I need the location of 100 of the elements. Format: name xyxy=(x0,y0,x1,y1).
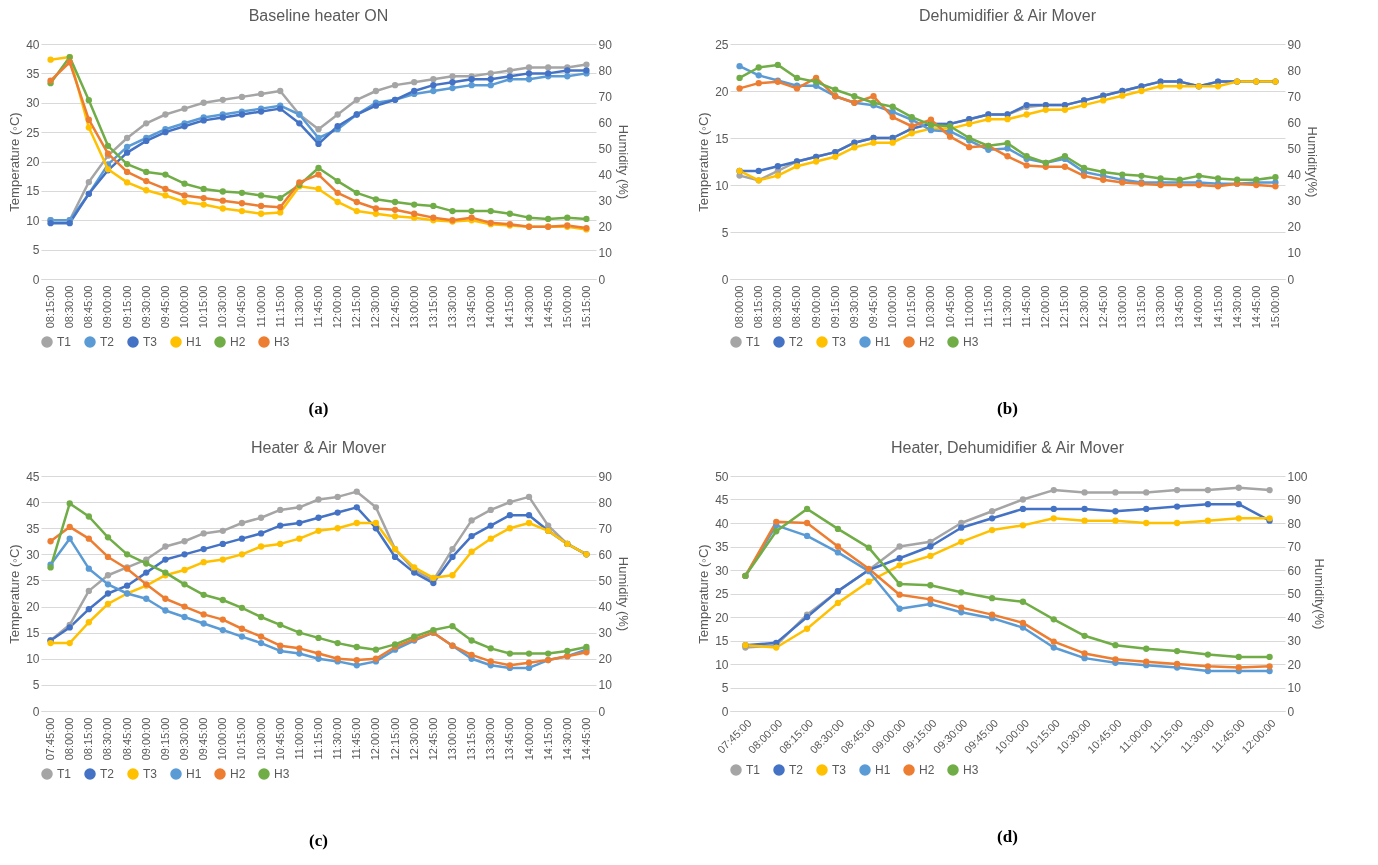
chart-title: Dehumidifier & Air Mover xyxy=(919,7,1097,24)
x-tick-label: 13:15:00 xyxy=(465,717,478,761)
y-tick-label: 30 xyxy=(26,96,40,111)
y2-tick-label: 0 xyxy=(598,704,606,719)
x-tick-label: 11:15:00 xyxy=(981,285,994,328)
x-tick-label: 08:30:00 xyxy=(63,285,76,329)
y2-tick-label: 90 xyxy=(598,469,613,484)
y2-tick-label: 80 xyxy=(1287,63,1302,78)
legend-label: H1 xyxy=(875,763,891,777)
y-tick-label: 5 xyxy=(721,225,729,240)
y2-tick-label: 30 xyxy=(598,626,613,641)
legend-label: T3 xyxy=(832,335,847,349)
y-tick-label: 0 xyxy=(32,704,40,719)
x-tick-label: 12:45:00 xyxy=(1096,285,1109,329)
text: (b) xyxy=(997,399,1018,418)
y2-tick-label: 30 xyxy=(1287,194,1302,209)
legend-label: H2 xyxy=(230,767,246,781)
x-tick-label: 13:30:00 xyxy=(484,717,497,761)
y2-tick-label: 60 xyxy=(598,115,613,130)
y2-tick-label: 70 xyxy=(1287,540,1302,554)
y2-tick-label: 60 xyxy=(598,547,613,562)
x-tick-label: 13:00:00 xyxy=(407,285,420,329)
x-tick-label: 08:15:00 xyxy=(82,717,95,761)
y2-tick-label: 50 xyxy=(598,141,613,156)
x-tick-label: 11:45:00 xyxy=(312,285,324,328)
x-tick-label: 10:45:00 xyxy=(273,717,286,761)
x-tick-label: 13:15:00 xyxy=(426,285,439,329)
y-tick-label: 25 xyxy=(715,587,729,601)
x-tick-label: 13:15:00 xyxy=(1134,285,1147,329)
x-tick-label: 08:45:00 xyxy=(82,285,95,329)
x-tick-label: 10:15:00 xyxy=(197,285,210,329)
y2-tick-label: 50 xyxy=(1287,141,1302,156)
x-tick-label: 14:15:00 xyxy=(541,717,554,761)
x-tick-label: 12:00:00 xyxy=(1039,285,1052,329)
x-tick-label: 14:30:00 xyxy=(1230,285,1243,329)
y-tick-label: 25 xyxy=(26,125,40,140)
y-tick-label: 40 xyxy=(26,495,40,510)
x-tick-label: 14:00:00 xyxy=(522,717,535,761)
x-tick-label: 10:30:00 xyxy=(924,285,937,329)
x-tick-label: 15:00:00 xyxy=(560,285,573,329)
y-axis-title: Temperature (◦C) xyxy=(7,112,23,212)
y-tick-label: 35 xyxy=(26,521,40,536)
y2-tick-label: 20 xyxy=(598,220,613,235)
x-tick-label: 13:00:00 xyxy=(445,717,458,761)
y-tick-label: 20 xyxy=(715,610,729,625)
x-tick-label: 09:45:00 xyxy=(197,717,210,761)
x-tick-label: 09:00:00 xyxy=(101,285,114,329)
legend-label: T3 xyxy=(143,767,158,781)
x-tick-label: 09:15:00 xyxy=(828,285,841,329)
x-tick-label: 08:45:00 xyxy=(120,717,133,761)
text: (c) xyxy=(309,831,328,850)
x-tick-label: 11:00:00 xyxy=(962,285,975,328)
y2-tick-label: 40 xyxy=(1287,168,1302,183)
x-tick-label: 08:45:00 xyxy=(790,285,803,329)
y-tick-label: 50 xyxy=(715,469,729,484)
y-tick-label: 35 xyxy=(715,540,729,554)
y-tick-label: 45 xyxy=(715,493,729,507)
y-tick-label: 5 xyxy=(32,243,40,258)
x-tick-label: 11:30:00 xyxy=(331,717,344,760)
x-tick-label: 09:30:00 xyxy=(178,717,191,761)
y-tick-label: 15 xyxy=(715,634,729,648)
x-tick-label: 14:15:00 xyxy=(1211,285,1224,329)
y-tick-label: 0 xyxy=(721,704,729,719)
x-tick-label: 13:30:00 xyxy=(1154,285,1167,329)
x-tick-label: 12:00:00 xyxy=(369,717,382,761)
y2-tick-label: 80 xyxy=(598,495,613,510)
x-tick-label: 12:45:00 xyxy=(388,285,401,329)
y2-tick-label: 90 xyxy=(1287,493,1302,507)
y2-tick-label: 90 xyxy=(1287,37,1302,52)
x-tick-label: 14:15:00 xyxy=(503,285,516,329)
y-tick-label: 10 xyxy=(715,657,729,672)
y2-tick-label: 50 xyxy=(598,573,613,588)
y-tick-label: 40 xyxy=(26,37,40,52)
x-tick-label: 07:45:00 xyxy=(44,717,57,761)
y-tick-label: 45 xyxy=(26,469,40,484)
x-tick-label: 13:45:00 xyxy=(1173,285,1186,329)
y-tick-label: 5 xyxy=(721,681,729,695)
x-tick-label: 11:30:00 xyxy=(292,285,305,328)
x-tick-label: 14:00:00 xyxy=(1192,285,1205,329)
y2-tick-label: 10 xyxy=(1287,246,1302,261)
legend-label: H2 xyxy=(919,335,935,349)
x-tick-label: 14:30:00 xyxy=(522,285,535,329)
text: (a) xyxy=(308,399,329,418)
x-tick-label: 11:30:00 xyxy=(1001,285,1013,328)
x-tick-label: 13:30:00 xyxy=(445,285,458,329)
legend-label: H3 xyxy=(963,763,979,777)
x-tick-label: 10:00:00 xyxy=(216,717,229,761)
y2-tick-label: 40 xyxy=(598,600,613,615)
y2-axis-title: Humidity(%) xyxy=(1304,126,1320,198)
legend-label: T2 xyxy=(789,335,804,349)
legend-label: H2 xyxy=(230,335,246,349)
x-tick-label: 14:45:00 xyxy=(1249,285,1262,329)
y2-axis-title: Humidity (%) xyxy=(615,556,631,632)
y-tick-label: 15 xyxy=(26,626,40,641)
y-tick-label: 25 xyxy=(715,37,729,52)
y2-tick-label: 50 xyxy=(1287,587,1302,601)
y2-tick-label: 20 xyxy=(598,652,613,667)
legend-label: H1 xyxy=(875,335,891,349)
y2-tick-label: 70 xyxy=(1287,89,1302,104)
y-tick-label: 15 xyxy=(26,184,40,199)
